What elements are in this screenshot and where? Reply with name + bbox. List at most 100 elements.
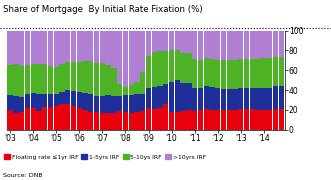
Bar xyxy=(204,86,209,109)
Bar xyxy=(279,109,284,130)
Bar xyxy=(250,31,255,59)
Bar xyxy=(140,72,145,94)
Bar xyxy=(77,62,82,92)
Bar xyxy=(19,97,24,112)
Bar xyxy=(273,109,278,130)
Bar xyxy=(273,86,278,109)
Bar xyxy=(232,31,238,60)
Bar xyxy=(13,96,19,113)
Bar xyxy=(198,60,203,88)
Bar xyxy=(273,57,278,86)
Bar xyxy=(279,86,284,109)
Bar xyxy=(256,88,261,110)
Bar xyxy=(169,112,174,130)
Bar xyxy=(117,96,122,111)
Bar xyxy=(7,65,13,95)
Bar xyxy=(180,53,186,83)
Bar xyxy=(71,106,76,130)
Bar xyxy=(169,31,174,50)
Bar xyxy=(238,59,244,88)
Bar xyxy=(123,31,128,87)
Bar xyxy=(30,108,36,130)
Bar xyxy=(59,31,65,64)
Bar xyxy=(238,109,244,130)
Bar xyxy=(54,94,59,106)
Bar xyxy=(146,56,151,88)
Bar xyxy=(215,88,220,110)
Bar xyxy=(13,31,19,64)
Bar xyxy=(30,31,36,64)
Bar xyxy=(117,111,122,130)
Bar xyxy=(250,59,255,88)
Bar xyxy=(244,88,249,109)
Bar xyxy=(186,31,192,53)
Bar xyxy=(267,110,272,130)
Bar xyxy=(71,91,76,106)
Bar xyxy=(65,90,71,104)
Bar xyxy=(117,31,122,84)
Bar xyxy=(209,59,214,87)
Bar xyxy=(244,59,249,88)
Bar xyxy=(77,31,82,62)
Bar xyxy=(134,31,140,82)
Bar xyxy=(221,110,226,130)
Bar xyxy=(273,31,278,57)
Bar xyxy=(152,87,157,109)
Bar xyxy=(180,111,186,130)
Bar xyxy=(123,87,128,95)
Bar xyxy=(77,92,82,108)
Bar xyxy=(88,112,93,130)
Bar xyxy=(59,64,65,92)
Bar xyxy=(146,31,151,56)
Bar xyxy=(100,96,105,113)
Bar xyxy=(192,31,197,59)
Bar xyxy=(88,94,93,112)
Bar xyxy=(82,61,88,93)
Bar xyxy=(221,60,226,89)
Bar xyxy=(186,83,192,110)
Bar xyxy=(204,109,209,130)
Bar xyxy=(158,108,163,130)
Bar xyxy=(128,113,134,130)
Bar xyxy=(65,62,71,90)
Bar xyxy=(134,112,140,130)
Bar xyxy=(169,82,174,112)
Bar xyxy=(65,104,71,130)
Bar xyxy=(261,31,266,58)
Bar xyxy=(209,31,214,59)
Bar xyxy=(94,31,99,63)
Bar xyxy=(180,31,186,53)
Bar xyxy=(42,31,47,64)
Bar xyxy=(117,84,122,96)
Legend: Floating rate ≤1yr IRF, 1-5yrs IRF, 5-10ys IRF, >10yrs IRF: Floating rate ≤1yr IRF, 1-5yrs IRF, 5-10… xyxy=(4,154,206,160)
Bar xyxy=(244,31,249,59)
Bar xyxy=(128,31,134,85)
Bar xyxy=(261,58,266,88)
Bar xyxy=(204,31,209,58)
Bar xyxy=(209,110,214,130)
Bar xyxy=(175,80,180,112)
Bar xyxy=(146,88,151,108)
Bar xyxy=(140,31,145,72)
Bar xyxy=(221,31,226,60)
Bar xyxy=(215,31,220,60)
Bar xyxy=(54,106,59,130)
Bar xyxy=(19,66,24,97)
Bar xyxy=(111,113,117,130)
Bar xyxy=(88,31,93,61)
Bar xyxy=(111,31,117,68)
Bar xyxy=(158,86,163,108)
Bar xyxy=(25,108,30,130)
Bar xyxy=(267,31,272,58)
Bar xyxy=(221,89,226,110)
Bar xyxy=(54,31,59,67)
Bar xyxy=(244,109,249,130)
Bar xyxy=(36,94,42,111)
Bar xyxy=(163,84,168,104)
Bar xyxy=(175,112,180,130)
Bar xyxy=(19,112,24,130)
Bar xyxy=(100,31,105,63)
Bar xyxy=(25,31,30,65)
Bar xyxy=(7,31,13,65)
Bar xyxy=(88,61,93,94)
